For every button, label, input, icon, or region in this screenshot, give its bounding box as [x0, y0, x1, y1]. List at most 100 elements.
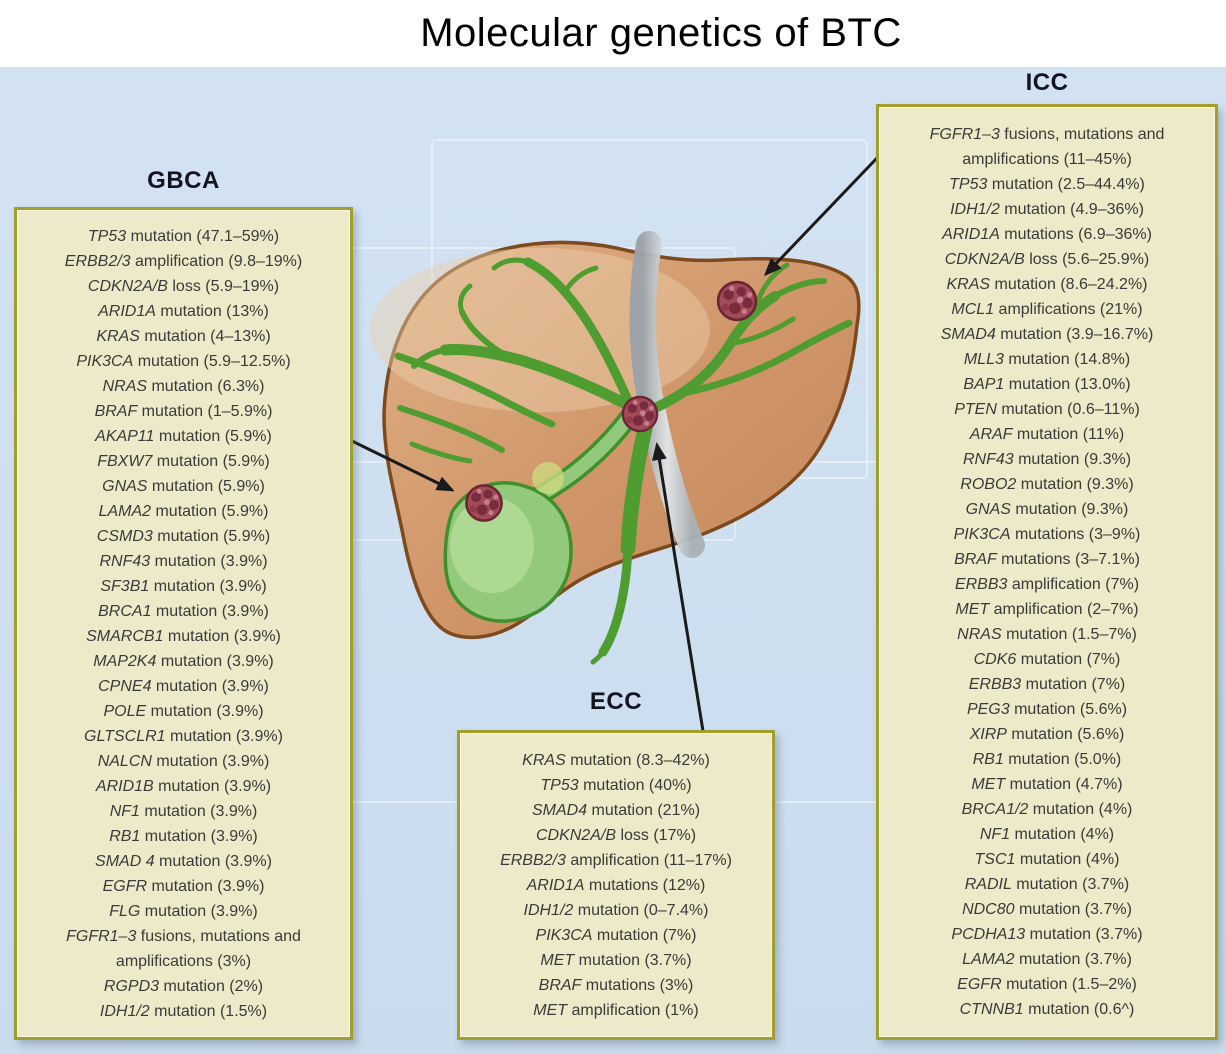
gene-symbol: ARID1A	[98, 302, 156, 320]
gene-entry: TSC1 mutation (4%)	[891, 847, 1203, 872]
gene-entry: TP53 mutation (40%)	[472, 773, 760, 798]
gene-alteration: mutation (3.9%)	[139, 802, 258, 820]
gene-entry: CDKN2A/B loss (17%)	[472, 823, 760, 848]
gene-entry: RADIL mutation (3.7%)	[891, 872, 1203, 897]
gene-entry: RB1 mutation (3.9%)	[29, 824, 338, 849]
gene-symbol: PIK3CA	[535, 926, 593, 944]
gene-alteration: mutation (3.7%)	[1014, 951, 1132, 968]
gene-entry: ERBB2/3 amplification (9.8–19%)	[29, 249, 338, 274]
gene-entry: POLE mutation (3.9%)	[29, 699, 338, 724]
gene-symbol: TP53	[949, 176, 988, 193]
gene-alteration: mutation (3.9%)	[151, 677, 269, 695]
gene-symbol: CDKN2A/B	[535, 826, 616, 844]
gene-alteration: mutation (3.9%)	[149, 577, 267, 595]
gene-alteration: mutation (3.9%)	[156, 652, 274, 670]
gene-alteration: mutation (3.7%)	[1014, 901, 1132, 918]
gene-entry: IDH1/2 mutation (0–7.4%)	[472, 898, 760, 923]
gene-alteration: mutation (0.6–11%)	[996, 401, 1140, 418]
gene-symbol: BRCA1	[98, 602, 152, 620]
gene-entry: AKAP11 mutation (5.9%)	[29, 424, 338, 449]
gene-alteration: mutation (1–5.9%)	[137, 402, 273, 420]
gene-entry: ERBB3 amplification (7%)	[891, 572, 1203, 597]
gene-alteration: mutation (9.3%)	[1016, 476, 1134, 493]
gene-symbol: CPNE4	[98, 677, 152, 695]
gene-symbol: BRAF	[954, 551, 997, 568]
gene-symbol: ARAF	[969, 426, 1013, 443]
gene-alteration: mutations (6.9–36%)	[999, 226, 1152, 243]
gene-alteration: mutation (3.9%)	[154, 852, 272, 870]
gene-entry: MET mutation (3.7%)	[472, 948, 760, 973]
gene-entry: KRAS mutation (4–13%)	[29, 324, 338, 349]
gene-alteration: mutation (4–13%)	[139, 327, 271, 345]
gene-symbol: NF1	[109, 802, 140, 820]
gene-entry: NALCN mutation (3.9%)	[29, 749, 338, 774]
ecc-label: ECC	[589, 688, 643, 715]
gene-alteration: mutation (2.5–44.4%)	[987, 176, 1145, 193]
gene-entry: NF1 mutation (3.9%)	[29, 799, 338, 824]
gene-alteration: mutation (3.9%)	[150, 552, 268, 570]
gene-alteration: mutation (2%)	[159, 977, 264, 995]
gene-alteration: mutation (21%)	[587, 801, 701, 819]
gene-alteration: mutation (3.7%)	[574, 951, 692, 969]
gene-symbol: BRCA1/2	[961, 801, 1029, 818]
gene-entry: PTEN mutation (0.6–11%)	[891, 397, 1203, 422]
gene-alteration: mutation (3.9%)	[146, 702, 264, 720]
gene-entry: RNF43 mutation (3.9%)	[29, 549, 338, 574]
gene-alteration: mutation (5.9%)	[152, 452, 270, 470]
gene-symbol: IDH1/2	[950, 201, 1000, 218]
gene-alteration: amplification (1%)	[567, 1001, 699, 1019]
page-title: Molecular genetics of BTC	[420, 11, 902, 55]
gene-entry: GNAS mutation (9.3%)	[891, 497, 1203, 522]
gene-symbol: ERBB3	[968, 676, 1022, 693]
gene-symbol: BAP1	[963, 376, 1005, 393]
gene-entry: ROBO2 mutation (9.3%)	[891, 472, 1203, 497]
gene-symbol: RNF43	[99, 552, 151, 570]
gene-alteration: loss (17%)	[616, 826, 697, 844]
gene-symbol: PIK3CA	[76, 352, 134, 370]
gene-symbol: MET	[955, 601, 990, 618]
gene-symbol: FBXW7	[97, 452, 153, 470]
gene-alteration: amplification (9.8–19%)	[130, 252, 303, 270]
gene-symbol: CTNNB1	[959, 1001, 1024, 1018]
gene-symbol: PIK3CA	[953, 526, 1011, 543]
gene-alteration: mutation (40%)	[578, 776, 692, 794]
gene-symbol: TP53	[540, 776, 579, 794]
gene-alteration: mutations (3–9%)	[1010, 526, 1141, 543]
gene-symbol: PTEN	[954, 401, 997, 418]
gene-entry: NDC80 mutation (3.7%)	[891, 897, 1203, 922]
gene-entry: NRAS mutation (6.3%)	[29, 374, 338, 399]
gene-alteration: mutation (7%)	[1016, 651, 1121, 668]
gene-alteration: mutation (3.9%)	[153, 777, 272, 795]
icc-arrow	[763, 156, 879, 277]
gbca-label: GBCA	[147, 167, 220, 194]
gene-entry: LAMA2 mutation (3.7%)	[891, 947, 1203, 972]
gene-alteration: mutation (7%)	[1021, 676, 1126, 693]
gene-entry: BRAF mutation (1–5.9%)	[29, 399, 338, 424]
gene-symbol: GNAS	[102, 477, 148, 495]
gene-alteration: mutation (4%)	[1028, 801, 1133, 818]
gene-symbol: EGFR	[102, 877, 148, 895]
gene-entry: BRCA1 mutation (3.9%)	[29, 599, 338, 624]
gene-alteration: mutation (8.6–24.2%)	[990, 276, 1148, 293]
gene-symbol: ARID1B	[95, 777, 154, 795]
gene-alteration: mutation (7%)	[592, 926, 697, 944]
gene-entry: ARID1A mutations (12%)	[472, 873, 760, 898]
gene-alteration: mutation (4%)	[1010, 826, 1115, 843]
gene-symbol: IDH1/2	[99, 1002, 150, 1020]
gene-symbol: ERBB3	[954, 576, 1008, 593]
tumor-icc	[716, 280, 758, 322]
gene-entry: KRAS mutation (8.6–24.2%)	[891, 272, 1203, 297]
gene-symbol: LAMA2	[98, 502, 152, 520]
gene-symbol: EGFR	[957, 976, 1002, 993]
gene-alteration: mutation (8.3–42%)	[565, 751, 710, 769]
gene-entry: CSMD3 mutation (5.9%)	[29, 524, 338, 549]
gene-entry: ARID1A mutations (6.9–36%)	[891, 222, 1203, 247]
gene-entry: CPNE4 mutation (3.9%)	[29, 674, 338, 699]
gene-alteration: mutation (9.3%)	[1013, 451, 1132, 468]
gene-entry: ERBB3 mutation (7%)	[891, 672, 1203, 697]
ecc-box: KRAS mutation (8.3–42%) TP53 mutation (40…	[457, 730, 775, 1040]
gene-symbol: NF1	[979, 826, 1011, 843]
gene-symbol: GLTSCLR1	[84, 727, 166, 745]
gene-entry: PCDHA13 mutation (3.7%)	[891, 922, 1203, 947]
